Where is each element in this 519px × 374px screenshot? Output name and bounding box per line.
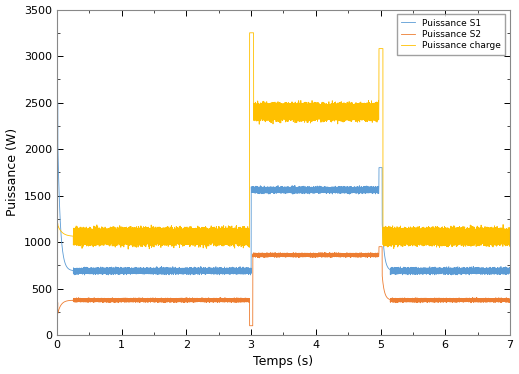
Puissance charge <box>196 229 202 234</box>
Puissance S1 <box>171 270 177 275</box>
Puissance S1 <box>196 268 202 273</box>
Puissance S2 <box>196 297 202 302</box>
Puissance S2 <box>171 298 177 303</box>
X-axis label: Temps (s): Temps (s) <box>253 355 313 368</box>
Puissance S1 <box>263 188 269 193</box>
Puissance S1 <box>196 266 202 271</box>
Line: Puissance charge: Puissance charge <box>57 33 510 335</box>
Legend: Puissance S1, Puissance S2, Puissance charge: Puissance S1, Puissance S2, Puissance ch… <box>397 14 506 55</box>
Puissance S2 <box>196 297 202 301</box>
Line: Puissance S1: Puissance S1 <box>57 102 510 335</box>
Puissance S2 <box>507 298 513 303</box>
Puissance S2 <box>450 299 457 303</box>
Puissance S2 <box>54 333 60 337</box>
Puissance S2 <box>324 252 331 257</box>
Puissance S1 <box>324 185 331 189</box>
Puissance S1 <box>54 100 61 105</box>
Y-axis label: Puissance (W): Puissance (W) <box>6 128 19 216</box>
Puissance charge <box>54 333 60 337</box>
Puissance S1 <box>450 270 457 274</box>
Puissance S2 <box>376 245 382 249</box>
Line: Puissance S2: Puissance S2 <box>57 247 510 335</box>
Puissance charge <box>507 232 513 236</box>
Puissance charge <box>171 237 177 241</box>
Puissance charge <box>247 31 253 35</box>
Puissance S1 <box>507 269 513 274</box>
Puissance charge <box>450 240 457 245</box>
Puissance S1 <box>54 333 60 337</box>
Puissance charge <box>324 104 331 108</box>
Puissance charge <box>196 229 202 234</box>
Puissance charge <box>263 117 269 122</box>
Puissance S2 <box>263 254 269 258</box>
